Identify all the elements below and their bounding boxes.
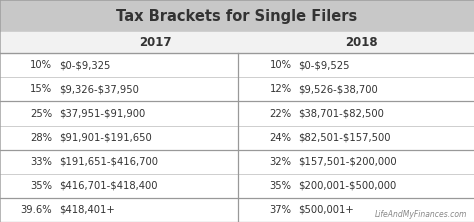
- Text: 37%: 37%: [270, 205, 292, 215]
- Text: 10%: 10%: [270, 60, 292, 70]
- Text: Tax Brackets for Single Filers: Tax Brackets for Single Filers: [117, 9, 357, 24]
- Text: 28%: 28%: [30, 133, 52, 143]
- Bar: [0, 32, 474, 53]
- Text: \$418,401+: \$418,401+: [59, 205, 115, 215]
- Text: 2018: 2018: [345, 36, 378, 49]
- Text: \$82,501-\$157,500: \$82,501-\$157,500: [299, 133, 391, 143]
- Text: 33%: 33%: [30, 157, 52, 167]
- Text: \$91,901-\$191,650: \$91,901-\$191,650: [59, 133, 152, 143]
- Text: 2017: 2017: [139, 36, 172, 49]
- Text: 24%: 24%: [270, 133, 292, 143]
- Text: \$38,701-\$82,500: \$38,701-\$82,500: [299, 109, 384, 119]
- Text: \$0-\$9,325: \$0-\$9,325: [59, 60, 110, 70]
- Text: LifeAndMyFinances.com: LifeAndMyFinances.com: [374, 210, 467, 219]
- Text: 39.6%: 39.6%: [20, 205, 52, 215]
- Text: \$9,526-\$38,700: \$9,526-\$38,700: [299, 84, 378, 94]
- Text: \$191,651-\$416,700: \$191,651-\$416,700: [59, 157, 158, 167]
- Text: 32%: 32%: [270, 157, 292, 167]
- Text: 35%: 35%: [30, 181, 52, 191]
- Text: \$157,501-\$200,000: \$157,501-\$200,000: [299, 157, 397, 167]
- Text: \$0-\$9,525: \$0-\$9,525: [299, 60, 350, 70]
- Text: 15%: 15%: [30, 84, 52, 94]
- Text: \$9,326-\$37,950: \$9,326-\$37,950: [59, 84, 139, 94]
- Text: 35%: 35%: [270, 181, 292, 191]
- Text: 25%: 25%: [30, 109, 52, 119]
- Text: \$37,951-\$91,900: \$37,951-\$91,900: [59, 109, 146, 119]
- Text: \$500,001+: \$500,001+: [299, 205, 355, 215]
- Text: 12%: 12%: [269, 84, 292, 94]
- Text: 22%: 22%: [269, 109, 292, 119]
- Text: 10%: 10%: [30, 60, 52, 70]
- Text: \$416,701-\$418,400: \$416,701-\$418,400: [59, 181, 158, 191]
- Text: \$200,001-\$500,000: \$200,001-\$500,000: [299, 181, 397, 191]
